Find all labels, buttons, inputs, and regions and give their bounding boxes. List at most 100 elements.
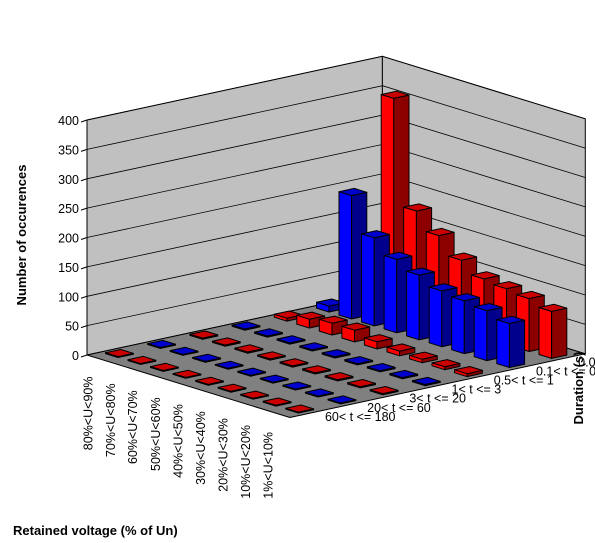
bar-top (169, 346, 199, 355)
bar-top (254, 328, 283, 337)
bar (257, 351, 286, 361)
bar-top (304, 388, 334, 397)
x-tick-label: 70%<U<80% (104, 383, 118, 457)
bar-top (324, 372, 354, 381)
bar-top (262, 397, 292, 406)
bar (454, 366, 483, 378)
bar-top (299, 342, 328, 351)
bar-top (257, 351, 286, 360)
bar-top (473, 303, 503, 312)
bar-top (327, 395, 357, 404)
duration-tick-label: 20< t <= 60 (367, 401, 431, 415)
z-tick-label: 200 (58, 232, 79, 246)
bar-top (341, 322, 371, 331)
x-tick-label: 10%<U<20% (239, 425, 253, 499)
z-tick-mark (80, 237, 88, 240)
bar-side (508, 319, 526, 368)
z-tick-mark (80, 207, 88, 211)
bar (195, 376, 224, 386)
bar-top (428, 283, 458, 292)
bar-top (425, 227, 455, 237)
bar-top (383, 251, 413, 260)
z-tick-mark (80, 325, 88, 329)
y-axis-title: Number of occurences (14, 165, 29, 306)
bar-top (347, 379, 376, 388)
bar-front (496, 319, 510, 368)
bar (279, 358, 309, 368)
bar (318, 315, 348, 336)
duration-axis-title: Duration (s) (571, 352, 586, 425)
x-axis-title: Retained voltage (% of Un) (13, 523, 178, 538)
bar-front (538, 307, 553, 359)
gridline (86, 55, 586, 121)
bar-top (403, 203, 433, 212)
bar-front (361, 233, 375, 327)
bar (234, 344, 264, 354)
bar-top (431, 359, 461, 368)
duration-tick-label: 1< t <= 3 (452, 383, 502, 397)
bar (431, 359, 461, 371)
bar-top (369, 386, 399, 395)
bar (341, 322, 371, 343)
bar-front (406, 270, 420, 341)
bar-top (296, 311, 326, 320)
bar (172, 369, 202, 379)
z-tick-label: 250 (58, 202, 79, 216)
bar (285, 404, 315, 414)
bar (538, 303, 568, 359)
duration-tick-label: 3< t <= 20 (409, 392, 466, 406)
bar-top (189, 330, 219, 339)
bar-top (448, 252, 478, 261)
bar (217, 383, 247, 393)
bar (276, 335, 306, 345)
bar-side (551, 307, 568, 359)
bar-top (493, 281, 523, 290)
z-tick-label: 350 (58, 143, 79, 157)
z-tick-label: 100 (58, 290, 79, 304)
bar (304, 388, 334, 398)
bar-top (147, 339, 176, 348)
bar (302, 365, 331, 375)
bar-top (406, 267, 435, 276)
bar (240, 390, 269, 400)
bar (237, 367, 267, 377)
bar-front (338, 191, 353, 320)
bar-top (321, 349, 351, 358)
bar-top (386, 343, 416, 352)
bar-top (234, 344, 264, 353)
bar-front (428, 286, 443, 348)
bar-top (344, 356, 374, 365)
bar (211, 337, 241, 347)
bar (214, 360, 244, 370)
duration-tick-label: 60< t <= 180 (325, 410, 396, 424)
bar (299, 342, 328, 352)
z-tick-mark (80, 178, 88, 182)
bar (316, 298, 345, 313)
bar-top (338, 187, 368, 197)
chart-labels: 0 50 100 150 200 250 300 350 400 80%<U<90% 70%<U<8… (58, 114, 595, 499)
duration-tick-label: 0.1< t <= 0.5 (536, 364, 595, 378)
bar-top (389, 369, 419, 379)
chart-bars (105, 90, 568, 414)
duration-tick-label: 0.5< t <= 1 (494, 374, 554, 388)
bar (389, 369, 419, 380)
z-tick-mark (80, 266, 88, 270)
bar (411, 376, 441, 387)
bar-front (383, 255, 398, 334)
x-tick-label: 40%<U<50% (171, 404, 185, 478)
bar-top (127, 355, 157, 365)
z-tick-mark (80, 295, 88, 299)
bar-top (470, 271, 500, 280)
z-tick-mark (80, 354, 88, 358)
bar (496, 315, 526, 368)
x-tick-label: 80%<U<90% (81, 377, 95, 451)
bar-top (211, 337, 241, 346)
bar-top (105, 349, 134, 358)
bar-top (279, 358, 309, 367)
bar (344, 356, 374, 366)
bar-top (214, 360, 244, 369)
bar-top (409, 351, 438, 360)
x-tick-label: 30%<U<40% (194, 411, 208, 485)
duration-tick-label: 0.01< t <= 0.1 (578, 355, 595, 369)
bar (327, 395, 357, 405)
